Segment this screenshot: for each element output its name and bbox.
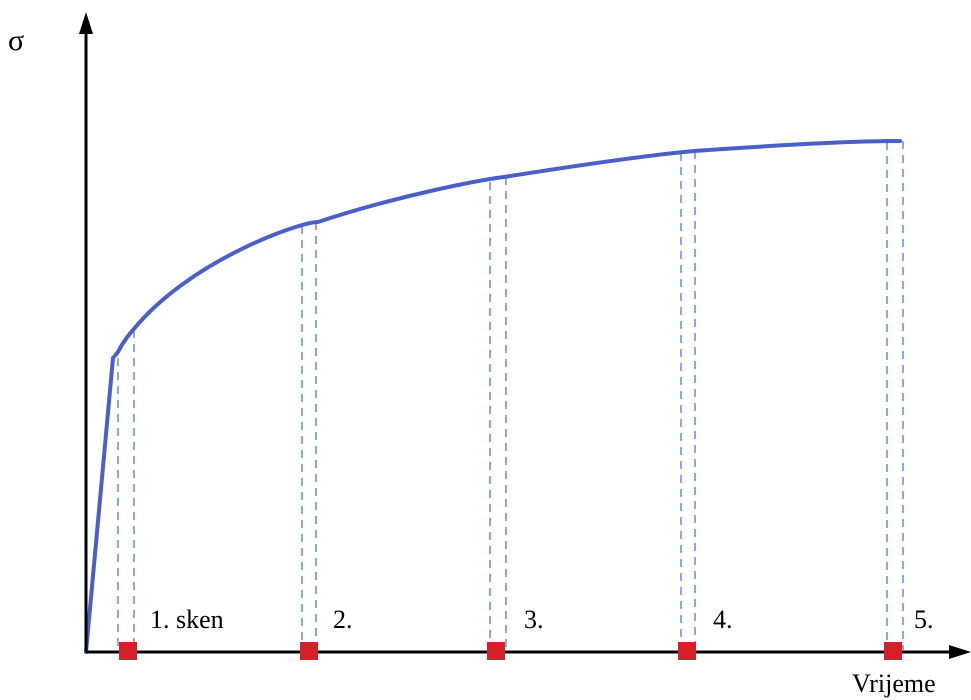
scan-marker-1 bbox=[119, 642, 137, 660]
y-axis-label: σ bbox=[8, 24, 24, 57]
scan-marker-2 bbox=[300, 642, 318, 660]
scan-label-4: 4. bbox=[713, 605, 733, 634]
x-axis-arrowhead bbox=[949, 645, 971, 659]
x-axis-label: Vrijeme bbox=[852, 669, 936, 698]
scan-label-3: 3. bbox=[524, 605, 544, 634]
scan-markers bbox=[119, 642, 902, 660]
scan-guide-lines bbox=[117, 141, 904, 650]
scan-label-2: 2. bbox=[333, 605, 353, 634]
y-axis-arrowhead bbox=[79, 12, 93, 34]
stress-curve bbox=[84, 139, 902, 654]
scan-label-1: 1. sken bbox=[150, 605, 224, 634]
scan-marker-4 bbox=[678, 642, 696, 660]
scan-marker-5 bbox=[884, 642, 902, 660]
scan-marker-3 bbox=[487, 642, 505, 660]
scan-label-5: 5. bbox=[914, 605, 934, 634]
